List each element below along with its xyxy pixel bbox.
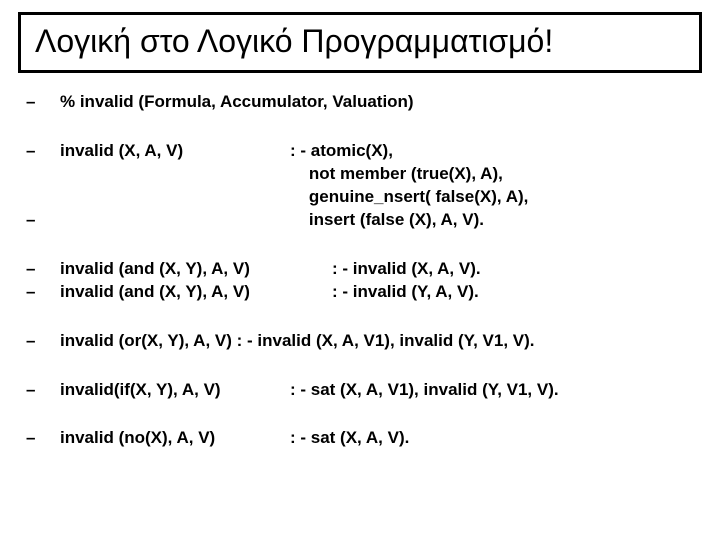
bullet-dash: – [26, 281, 60, 304]
line-3-right: : - invalid (X, A, V). [332, 258, 702, 281]
bullet-dash: – [26, 330, 60, 353]
line-2-r1: : - atomic(X), [290, 140, 702, 163]
slide: Λογική στο Λογικό Προγραμματισμό! – % in… [0, 0, 720, 540]
line-1: – % invalid (Formula, Accumulator, Valua… [26, 91, 702, 114]
line-5: – invalid (or(X, Y), A, V) : - invalid (… [26, 330, 702, 353]
slide-title: Λογική στο Λογικό Προγραμματισμό! [35, 23, 685, 60]
line-3: – invalid (and (X, Y), A, V) : - invalid… [26, 258, 702, 281]
line-6: – invalid(if(X, Y), A, V) : - sat (X, A,… [26, 379, 702, 402]
line-2-r3: genuine_nsert( false(X), A), [290, 186, 702, 209]
line-4: – invalid (and (X, Y), A, V) : - invalid… [26, 281, 702, 304]
line-2d: – insert (false (X), A, V). [26, 209, 702, 232]
line-2b: not member (true(X), A), [26, 163, 702, 186]
line-2-left: invalid (X, A, V) [60, 140, 290, 163]
line-7-left: invalid (no(X), A, V) [60, 427, 290, 450]
content-area: – % invalid (Formula, Accumulator, Valua… [18, 91, 702, 450]
bullet-dash: – [26, 91, 60, 114]
line-6-left: invalid(if(X, Y), A, V) [60, 379, 290, 402]
line-2: – invalid (X, A, V) : - atomic(X), [26, 140, 702, 163]
bullet-dash: – [26, 427, 60, 450]
line-7-right: : - sat (X, A, V). [290, 427, 702, 450]
line-3-left: invalid (and (X, Y), A, V) [60, 258, 332, 281]
bullet-dash: – [26, 258, 60, 281]
line-2c: genuine_nsert( false(X), A), [26, 186, 702, 209]
line-1-text: % invalid (Formula, Accumulator, Valuati… [60, 91, 414, 114]
title-box: Λογική στο Λογικό Προγραμματισμό! [18, 12, 702, 73]
line-5-text: invalid (or(X, Y), A, V) : - invalid (X,… [60, 330, 535, 353]
line-6-right: : - sat (X, A, V1), invalid (Y, V1, V). [290, 379, 702, 402]
line-2-r4: insert (false (X), A, V). [290, 209, 702, 232]
line-7: – invalid (no(X), A, V) : - sat (X, A, V… [26, 427, 702, 450]
line-4-right: : - invalid (Y, A, V). [332, 281, 702, 304]
line-2-r2: not member (true(X), A), [290, 163, 702, 186]
line-4-left: invalid (and (X, Y), A, V) [60, 281, 332, 304]
bullet-dash: – [26, 140, 60, 163]
bullet-dash: – [26, 209, 60, 232]
bullet-dash: – [26, 379, 60, 402]
